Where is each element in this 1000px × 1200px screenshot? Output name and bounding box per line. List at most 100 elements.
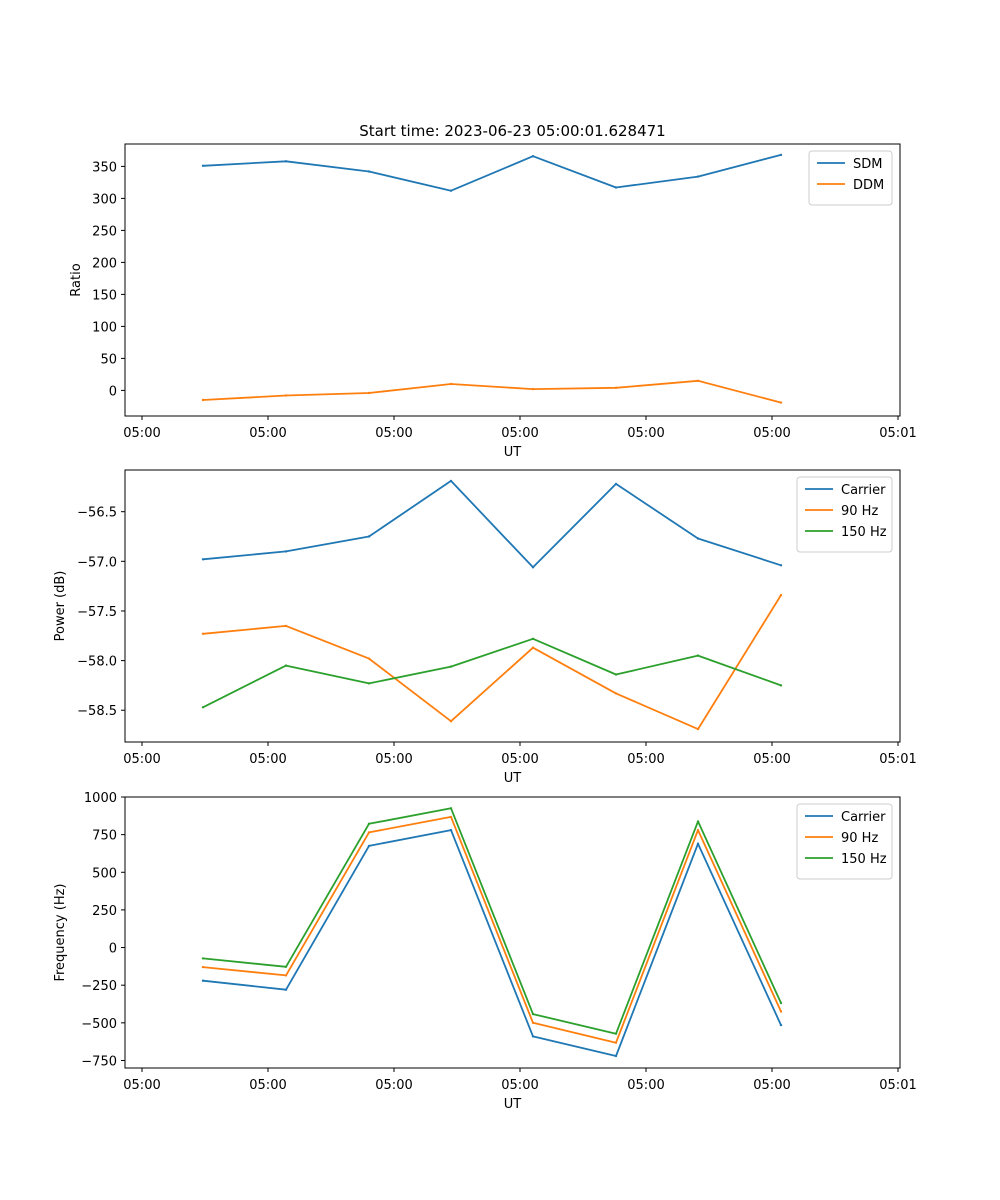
y-tick-label: 1000: [84, 791, 117, 806]
x-tick-label: 05:00: [753, 752, 790, 767]
data-point: [284, 664, 288, 667]
data-point: [201, 558, 205, 561]
data-point: [614, 673, 618, 676]
y-tick-label: 250: [92, 224, 117, 239]
legend-label: Carrier: [841, 483, 886, 498]
y-tick-label: 0: [109, 384, 117, 399]
data-point: [614, 386, 618, 389]
series-line-90-hz: [202, 594, 782, 730]
x-tick-label: 05:00: [375, 426, 412, 441]
data-point: [696, 654, 700, 657]
legend-box: [808, 150, 893, 206]
y-tick-label: 200: [92, 256, 117, 271]
data-point: [614, 1032, 618, 1035]
legend-label: SDM: [853, 157, 882, 172]
data-point: [201, 164, 205, 167]
data-point: [449, 815, 453, 819]
y-tick-label: 100: [92, 320, 117, 335]
legend-label: 150 Hz: [841, 525, 887, 540]
data-point: [367, 822, 371, 825]
data-point: [779, 153, 783, 157]
x-tick-label: 05:01: [879, 426, 916, 441]
data-point: [696, 727, 700, 731]
data-point: [449, 479, 453, 483]
data-point: [201, 398, 205, 402]
series-line-150-hz: [202, 807, 782, 1035]
series-line-150-hz: [202, 637, 782, 709]
legend-box: [796, 476, 893, 553]
chart-panel-1: Start time: 2023-06-23 05:00:01.62847105…: [69, 122, 917, 460]
data-point: [367, 391, 371, 395]
data-point: [367, 844, 371, 848]
data-point: [449, 807, 453, 810]
data-point: [201, 706, 205, 709]
y-tick-label: −57.5: [77, 605, 117, 620]
series-line-ddm: [202, 379, 782, 404]
axes-frame: [124, 143, 901, 417]
x-tick-label: 05:00: [249, 426, 286, 441]
y-tick-label: −58.0: [77, 655, 117, 670]
data-point: [201, 979, 205, 982]
data-point: [696, 175, 700, 178]
y-tick-label: 500: [92, 866, 117, 881]
data-point: [696, 379, 700, 382]
data-point: [367, 535, 371, 538]
legend: Carrier 90 Hz 150 Hz: [796, 476, 893, 553]
data-point: [201, 632, 205, 635]
y-tick-label: 0: [109, 942, 117, 957]
chart-panel-3: 05:00 05:00 05:00 05:00 05:00 05:00 05:01 −750 −…: [53, 791, 917, 1112]
data-point: [367, 657, 371, 660]
x-tick-label: 05:00: [123, 426, 160, 441]
data-point: [367, 170, 371, 173]
series-line-carrier: [202, 829, 782, 1057]
y-tick-label: 50: [100, 352, 117, 367]
x-tick-label: 05:00: [375, 752, 412, 767]
legend-label: 150 Hz: [841, 852, 887, 867]
x-tick-label: 05:00: [753, 1078, 790, 1093]
y-axis-label: Frequency (Hz): [53, 883, 68, 981]
x-tick-label: 05:01: [879, 1078, 916, 1093]
data-point: [284, 394, 288, 397]
data-point: [779, 1023, 783, 1027]
x-tick-label: 05:00: [249, 1078, 286, 1093]
series-line-90-hz: [202, 816, 782, 1044]
data-point: [367, 831, 371, 834]
x-axis-label: UT: [504, 1097, 522, 1112]
x-tick-label: 05:00: [123, 1078, 160, 1093]
data-point: [696, 820, 700, 823]
y-tick-label: 300: [92, 192, 117, 207]
data-point: [531, 1021, 535, 1024]
x-tick-label: 05:00: [627, 752, 664, 767]
legend-label: 90 Hz: [841, 831, 878, 846]
data-point: [284, 160, 288, 163]
y-tick-label: 750: [92, 829, 117, 844]
legend-label: Carrier: [841, 810, 886, 825]
x-axis-label: UT: [504, 771, 522, 786]
y-tick-label: −250: [81, 979, 117, 994]
data-point: [531, 387, 535, 391]
data-point: [696, 828, 700, 832]
data-point: [367, 682, 371, 685]
y-tick-label: 250: [92, 904, 117, 919]
data-point: [779, 564, 783, 567]
data-point: [284, 988, 288, 991]
data-point: [779, 684, 783, 687]
x-tick-label: 05:00: [627, 426, 664, 441]
data-point: [614, 692, 618, 695]
data-point: [531, 637, 535, 640]
data-point: [284, 974, 288, 977]
data-point: [449, 720, 453, 723]
data-point: [614, 482, 618, 486]
data-point: [201, 965, 205, 969]
y-tick-label: −750: [81, 1054, 117, 1069]
data-point: [614, 186, 618, 189]
legend: Carrier 90 Hz 150 Hz: [796, 803, 893, 880]
data-point: [449, 828, 453, 832]
axes-frame: [124, 796, 901, 1069]
axes-frame: [124, 469, 901, 743]
y-tick-label: 350: [92, 160, 117, 175]
series-line-carrier: [202, 479, 782, 569]
data-point: [449, 665, 453, 668]
data-point: [531, 155, 535, 158]
y-axis-label: Ratio: [69, 263, 84, 296]
